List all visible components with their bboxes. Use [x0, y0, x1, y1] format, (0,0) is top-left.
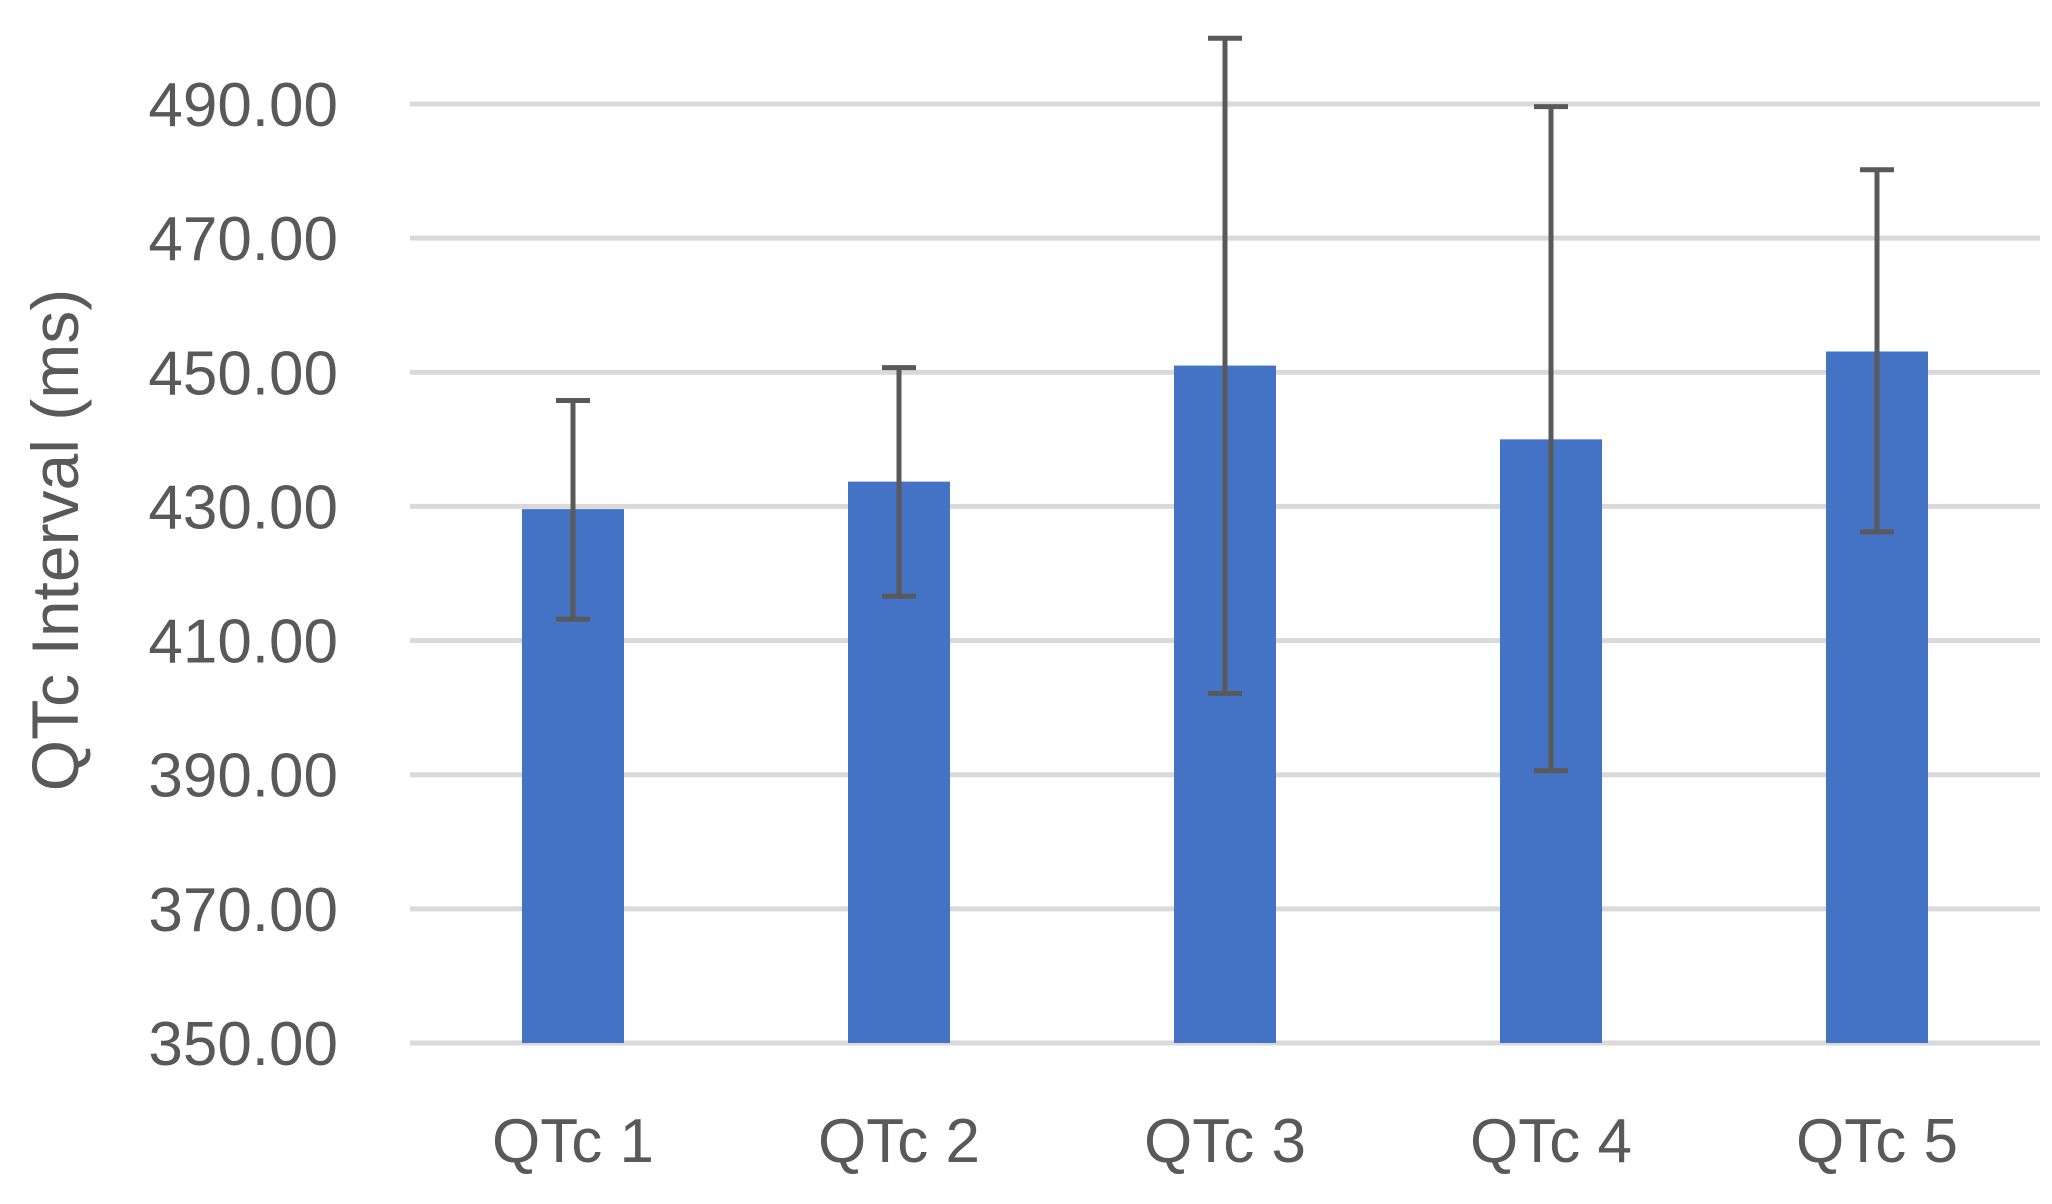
error-bar: [882, 365, 916, 599]
x-category-label: QTc 1: [492, 1107, 654, 1176]
y-tick-label: 450.00: [148, 339, 338, 408]
y-tick-label: 470.00: [148, 205, 338, 274]
x-category-label: QTc 5: [1796, 1107, 1958, 1176]
y-tick-label: 410.00: [148, 608, 338, 677]
error-bar: [1860, 167, 1894, 535]
x-category-label: QTc 4: [1470, 1107, 1632, 1176]
error-bar: [1534, 104, 1568, 774]
x-category-label: QTc 3: [1144, 1107, 1306, 1176]
y-axis-title: QTc Interval (ms): [18, 289, 92, 791]
y-tick-label: 350.00: [148, 1010, 338, 1079]
y-tick-label: 490.00: [148, 71, 338, 140]
y-tick-label: 370.00: [148, 876, 338, 945]
error-bar: [556, 397, 590, 622]
y-tick-label: 430.00: [148, 473, 338, 542]
x-category-label: QTc 2: [818, 1107, 980, 1176]
y-tick-label: 390.00: [148, 742, 338, 811]
error-bar: [1208, 35, 1242, 697]
